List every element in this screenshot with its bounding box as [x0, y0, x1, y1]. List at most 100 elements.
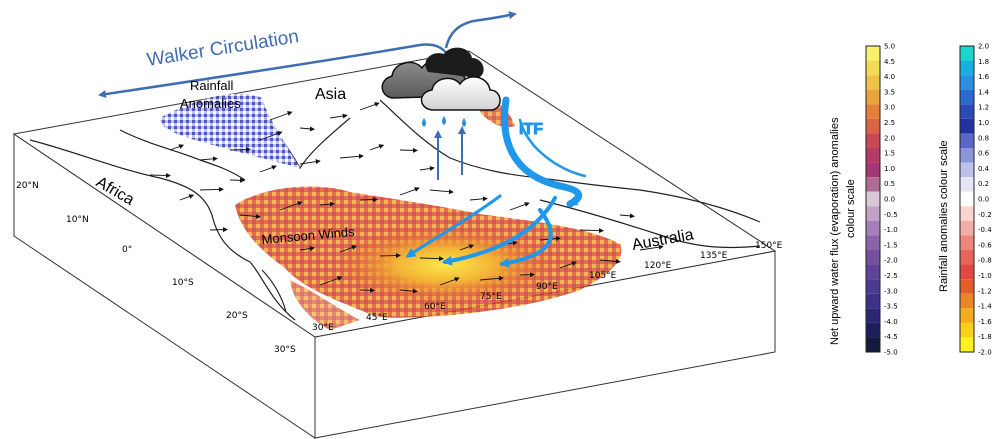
colorbar-cell	[866, 264, 880, 280]
wind-vector	[379, 253, 401, 259]
wind-vector	[619, 213, 635, 219]
raindrops	[422, 116, 466, 127]
rain-colorbar-title: Rainfall anomalies colour scale	[938, 140, 950, 292]
wind-vector	[469, 196, 488, 202]
madagascar-coast	[261, 269, 287, 313]
colorbar-cell	[960, 191, 974, 207]
colorbar-tick-label: -1.0	[978, 272, 992, 280]
wind-vector	[599, 258, 621, 264]
colorbar-tick-label: 4.5	[884, 58, 895, 66]
anomaly-hotspot	[335, 227, 555, 303]
convection-arrows	[434, 126, 466, 180]
colorbar-cell	[866, 75, 880, 90]
colorbar-tick-label: -2.0	[884, 257, 898, 265]
colorbar-cell	[960, 104, 974, 119]
colorbar-tick-label: -1.4	[978, 303, 992, 311]
wind-vector	[239, 213, 261, 219]
anomaly-region-south	[290, 280, 360, 330]
wind-vectors	[149, 102, 664, 294]
lat-tick: 10°N	[66, 215, 89, 225]
wind-vector	[369, 144, 385, 151]
colorbar-tick-label: 2.0	[978, 43, 989, 51]
itf-arrow	[501, 96, 564, 190]
colorbar-cell	[960, 250, 974, 265]
colorbar-cell	[866, 250, 880, 265]
longitude-ticks: 30°E 45°E 60°E 75°E 90°E 105°E 120°E 135…	[312, 241, 783, 333]
wind-vector	[299, 159, 321, 165]
colorbar-cell	[866, 206, 880, 221]
colorbar-tick-label: 1.8	[978, 58, 989, 66]
colorbar-tick-label: 2.5	[884, 119, 895, 127]
colorbar-tick-label: 2.0	[884, 134, 895, 142]
colorbar-tick-label: 0.2	[978, 180, 989, 188]
wind-vector	[259, 165, 277, 173]
wind-vector	[559, 261, 577, 269]
itf-flow: ITF	[405, 96, 587, 268]
wind-vector	[229, 147, 251, 153]
itf-branch-to-monsoon	[442, 196, 557, 266]
colorbar-tick-label: -1.2	[978, 287, 992, 295]
colorbar-cell	[960, 293, 974, 309]
wind-vector	[399, 288, 418, 294]
wind-vector	[179, 194, 195, 201]
colorbar-cell	[960, 337, 974, 352]
colorbar-tick-label: -4.5	[884, 333, 898, 341]
colorbar-tick-label: 1.2	[978, 104, 989, 112]
lon-tick: 60°E	[424, 302, 446, 312]
black-cloud	[425, 47, 484, 78]
wind-vector	[399, 187, 420, 196]
colorbar-tick-label: 1.0	[978, 119, 989, 127]
colorbar-tick-label: 4.0	[884, 73, 895, 81]
wind-vector	[429, 189, 454, 195]
rain-colorbar-cells	[959, 45, 975, 353]
colorbar-frame	[959, 45, 975, 353]
colorbar-tick-label: 0.0	[978, 196, 989, 204]
colorbar-tick-label: 0.5	[884, 180, 895, 188]
wind-vector	[359, 197, 378, 203]
colorbar-cell	[866, 177, 880, 192]
colorbar-tick-label: -0.8	[978, 257, 992, 265]
colorbar-cell	[960, 235, 974, 250]
wind-vector	[199, 156, 218, 162]
colorbar-tick-label: 1.5	[884, 150, 895, 158]
colorbar-tick-label: 0.0	[884, 196, 895, 204]
colorbar-tick-label: -0.2	[978, 211, 992, 219]
wind-vector	[199, 186, 224, 192]
colorbar-tick-label: 3.0	[884, 104, 895, 112]
colorbar-cell	[960, 162, 974, 178]
colorbar-cell	[866, 148, 880, 163]
wind-vector	[319, 276, 343, 286]
colorbar-tick-label: -0.5	[884, 211, 898, 219]
wind-vector	[169, 144, 185, 151]
colorbar-cell	[866, 235, 880, 250]
colorbar-tick-label: -3.5	[884, 303, 898, 311]
colorbar-tick-label: -1.8	[978, 333, 992, 341]
light-cloud	[420, 76, 501, 111]
wind-vector	[299, 126, 315, 132]
australia-coast	[539, 199, 761, 249]
colorbar-cell	[866, 104, 880, 119]
colorbar-tick-label: 0.4	[978, 165, 990, 173]
flux-colorbar-title-2: colour scale	[845, 179, 857, 238]
colorbar-cell	[960, 177, 974, 192]
colorbar-cell	[960, 220, 974, 236]
colorbar-cell	[960, 118, 974, 134]
colorbar-cell	[866, 162, 880, 178]
rain-clouds	[381, 47, 501, 127]
colorbar-cell	[960, 133, 974, 148]
wind-vector	[359, 102, 380, 111]
colorbar-tick-label: -1.5	[884, 241, 898, 249]
wind-vector	[479, 275, 504, 281]
latitude-ticks: 20°N 10°N 0° 10°S 20°S 30°S	[16, 181, 296, 355]
colorbar-tick-label: 1.0	[884, 165, 895, 173]
walker-circulation-arrow	[98, 43, 458, 99]
colorbar-cell	[866, 293, 880, 309]
colorbar-cell	[960, 148, 974, 163]
wind-vector	[299, 246, 315, 251]
wind-vector	[509, 202, 530, 211]
colorbar-tick-label: -0.4	[978, 226, 992, 234]
walker-outflow-arrow	[444, 11, 517, 49]
colorbar-tick-label: 0.6	[978, 150, 990, 158]
itf-branch-to-australia	[499, 208, 553, 268]
